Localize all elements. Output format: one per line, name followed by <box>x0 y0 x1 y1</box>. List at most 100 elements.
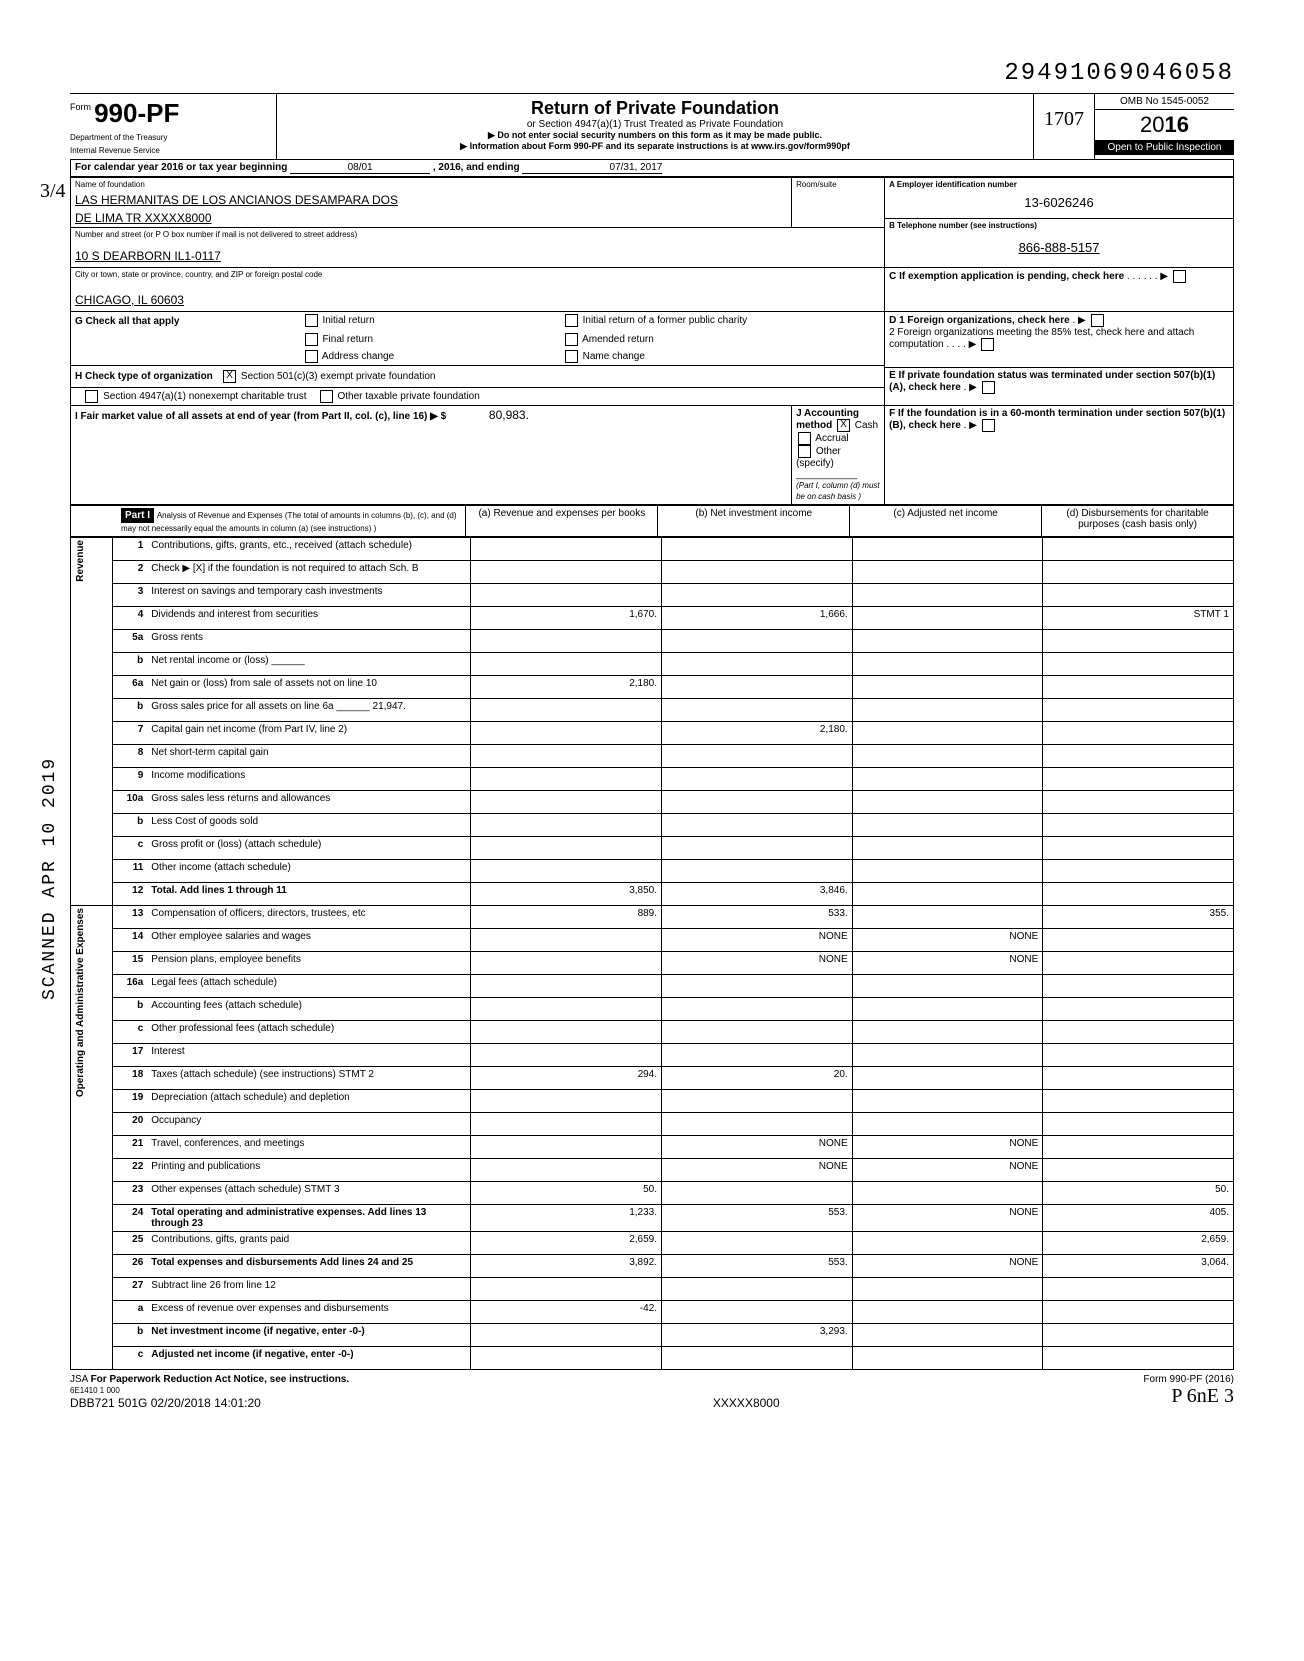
tax-year-end[interactable]: 07/31, 2017 <box>522 162 662 174</box>
col-d-value <box>1043 1044 1234 1067</box>
j-other[interactable] <box>798 445 811 458</box>
col-d-header: (d) Disbursements for charitable purpose… <box>1042 506 1234 537</box>
col-a-value: 2,659. <box>471 1232 662 1255</box>
a-label: A Employer identification number <box>889 180 1017 189</box>
col-a-value: 1,233. <box>471 1205 662 1232</box>
table-row: 10aGross sales less returns and allowanc… <box>71 791 1234 814</box>
line-number: 23 <box>113 1182 148 1205</box>
form-title: Return of Private Foundation <box>283 98 1027 119</box>
col-b-value: 533. <box>662 906 853 929</box>
line-number: 17 <box>113 1044 148 1067</box>
form-header: Form 990-PF Department of the Treasury I… <box>70 93 1234 160</box>
table-row: 2Check ▶ [X] if the foundation is not re… <box>71 561 1234 584</box>
year-prefix: 20 <box>1140 112 1164 137</box>
part1-label: Part I <box>121 508 154 523</box>
col-a-value <box>471 814 662 837</box>
street-address: 10 S DEARBORN IL1-0117 <box>75 239 880 265</box>
table-row: 27Subtract line 26 from line 12 <box>71 1278 1234 1301</box>
col-a-value <box>471 722 662 745</box>
omb-number: OMB No 1545-0052 <box>1095 94 1234 110</box>
h-opt-2: Section 4947(a)(1) nonexempt charitable … <box>103 391 306 402</box>
table-row: 6aNet gain or (loss) from sale of assets… <box>71 676 1234 699</box>
g-initial-former[interactable] <box>565 314 578 327</box>
i-label: I Fair market value of all assets at end… <box>75 411 446 422</box>
col-c-value <box>852 998 1043 1021</box>
g-final-return[interactable] <box>305 333 318 346</box>
col-d-value: 355. <box>1043 906 1234 929</box>
h-4947[interactable] <box>85 390 98 403</box>
g-initial-return[interactable] <box>305 314 318 327</box>
h-other-taxable[interactable] <box>320 390 333 403</box>
footer-center: XXXXX8000 <box>713 1396 780 1410</box>
f-checkbox[interactable] <box>982 419 995 432</box>
col-d-value <box>1043 883 1234 906</box>
form-number: 990-PF <box>94 98 179 128</box>
room-suite-label: Room/suite <box>796 180 880 189</box>
line-number: 11 <box>113 860 148 883</box>
d1-label: D 1 Foreign organizations, check here <box>889 315 1070 326</box>
col-c-value: NONE <box>852 1159 1043 1182</box>
col-a-value <box>471 1021 662 1044</box>
cal-prefix: For calendar year 2016 or tax year begin… <box>75 162 287 173</box>
e-checkbox[interactable] <box>982 381 995 394</box>
col-a-header: (a) Revenue and expenses per books <box>466 506 658 537</box>
col-a-value: -42. <box>471 1301 662 1324</box>
col-b-value: NONE <box>662 1159 853 1182</box>
col-c-value <box>852 1067 1043 1090</box>
col-a-value: 3,892. <box>471 1255 662 1278</box>
j-cash[interactable]: X <box>837 419 850 432</box>
col-a-value: 294. <box>471 1067 662 1090</box>
line-number: 16a <box>113 975 148 998</box>
footer-code: 6E1410 1 000 <box>70 1386 120 1395</box>
table-row: 16aLegal fees (attach schedule) <box>71 975 1234 998</box>
col-b-value <box>662 837 853 860</box>
d1-checkbox[interactable] <box>1091 314 1104 327</box>
table-row: 14Other employee salaries and wagesNONEN… <box>71 929 1234 952</box>
margin-annotation: 3/4 <box>40 180 66 203</box>
col-d-value <box>1043 1324 1234 1347</box>
h-501c3[interactable]: X <box>223 370 236 383</box>
g-amended[interactable] <box>565 333 578 346</box>
col-b-value <box>662 538 853 561</box>
part1-header: Part I Analysis of Revenue and Expenses … <box>70 505 1234 537</box>
tax-year-begin[interactable]: 08/01 <box>290 162 430 174</box>
col-c-value <box>852 745 1043 768</box>
g-opt-4: Amended return <box>582 334 654 345</box>
line-number: b <box>113 653 148 676</box>
col-a-value <box>471 929 662 952</box>
line-description: Subtract line 26 from line 12 <box>147 1278 471 1301</box>
fmv-value: 80,983. <box>449 408 529 422</box>
name-label: Name of foundation <box>75 180 787 189</box>
j-accrual[interactable] <box>798 432 811 445</box>
g-opt-2: Address change <box>322 351 394 362</box>
line-description: Pension plans, employee benefits <box>147 952 471 975</box>
col-d-value <box>1043 538 1234 561</box>
line-description: Other income (attach schedule) <box>147 860 471 883</box>
line-number: 19 <box>113 1090 148 1113</box>
g-name-change[interactable] <box>565 350 578 363</box>
line-description: Contributions, gifts, grants paid <box>147 1232 471 1255</box>
col-b-value <box>662 1301 853 1324</box>
line-number: 20 <box>113 1113 148 1136</box>
line-number: 14 <box>113 929 148 952</box>
line-description: Excess of revenue over expenses and disb… <box>147 1301 471 1324</box>
line-number: 24 <box>113 1205 148 1232</box>
c-checkbox[interactable] <box>1173 270 1186 283</box>
col-c-value <box>852 768 1043 791</box>
d2-checkbox[interactable] <box>981 338 994 351</box>
col-a-value: 50. <box>471 1182 662 1205</box>
col-b-value: 553. <box>662 1255 853 1278</box>
col-a-value <box>471 1278 662 1301</box>
line-number: c <box>113 1347 148 1370</box>
col-c-value <box>852 1324 1043 1347</box>
pra-notice: For Paperwork Reduction Act Notice, see … <box>91 1374 350 1385</box>
col-a-value: 2,180. <box>471 676 662 699</box>
table-row: cOther professional fees (attach schedul… <box>71 1021 1234 1044</box>
form-warning: ▶ Do not enter social security numbers o… <box>283 130 1027 141</box>
line-description: Contributions, gifts, grants, etc., rece… <box>147 538 471 561</box>
line-number: c <box>113 1021 148 1044</box>
g-address-change[interactable] <box>305 350 318 363</box>
col-b-value <box>662 1113 853 1136</box>
table-row: 26Total expenses and disbursements Add l… <box>71 1255 1234 1278</box>
g-opt-0: Initial return <box>322 315 374 326</box>
